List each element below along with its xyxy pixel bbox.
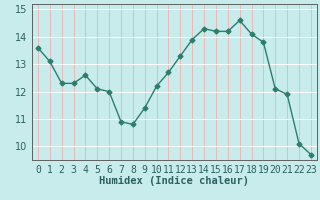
X-axis label: Humidex (Indice chaleur): Humidex (Indice chaleur) xyxy=(100,176,249,186)
